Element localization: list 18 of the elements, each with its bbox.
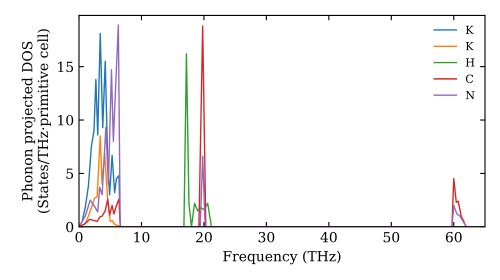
legend-label: K: [466, 26, 474, 34]
x-tick-label: 50: [384, 232, 400, 242]
y-tick-label: 5: [66, 168, 74, 179]
y-tick-label: 10: [58, 115, 74, 126]
legend-label: H: [466, 58, 474, 66]
y-axis-title: Phonon projected DOS (States/THz·primitive cell): [22, 29, 51, 213]
x-tick-label: 40: [320, 232, 337, 242]
x-tick-label: 30: [258, 232, 274, 242]
x-tick-label: 10: [134, 232, 150, 242]
legend-label: K: [466, 42, 474, 50]
legend-label: C: [466, 74, 474, 83]
y-tick-label: 15: [58, 62, 74, 72]
y-tick-label: 0: [66, 222, 74, 232]
x-axis-title: Frequency (THz): [223, 250, 340, 264]
legend-label: N: [466, 90, 475, 100]
x-tick-label: 20: [196, 232, 212, 242]
x-tick-label: 60: [446, 232, 462, 242]
x-tick-label: 0: [75, 232, 82, 242]
